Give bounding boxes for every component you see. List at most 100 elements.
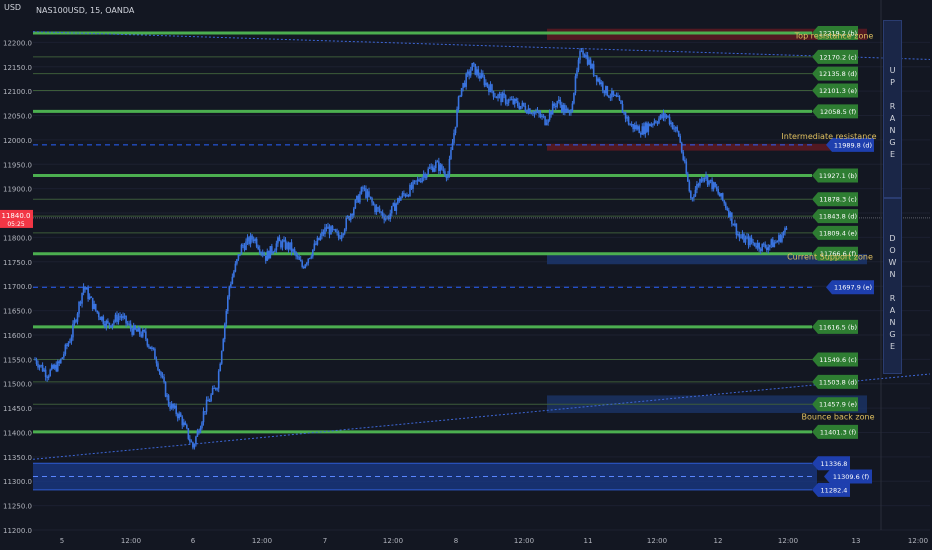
level-tag[interactable] xyxy=(812,168,858,183)
candle-body xyxy=(702,177,704,182)
level-tag[interactable] xyxy=(812,104,858,119)
candle-body xyxy=(677,131,680,136)
level-tag[interactable] xyxy=(812,482,850,497)
level-tag[interactable] xyxy=(812,225,858,240)
candle-body xyxy=(454,126,457,134)
candle-body xyxy=(501,93,504,103)
candle-body xyxy=(49,369,51,377)
candle-body xyxy=(72,323,74,338)
candle-body xyxy=(163,377,165,382)
candle-body xyxy=(762,243,765,245)
down-range-letter: N xyxy=(889,318,896,327)
candle-body xyxy=(190,441,193,443)
candle-body xyxy=(298,256,300,260)
level-tag[interactable] xyxy=(826,137,874,152)
candle-body xyxy=(756,242,759,248)
zone-annotation: Intermediate resistance xyxy=(781,132,876,141)
candle-body xyxy=(182,422,185,426)
candle-body xyxy=(444,171,446,176)
candle-body xyxy=(378,208,381,212)
candle-body xyxy=(172,403,174,408)
candle-body xyxy=(768,244,771,248)
candle-body xyxy=(313,243,316,250)
candle-body xyxy=(451,142,454,151)
candle-body xyxy=(538,110,540,114)
candle-body xyxy=(439,164,442,171)
candle-body xyxy=(170,403,173,409)
candle-body xyxy=(135,329,138,332)
candle-body xyxy=(280,241,282,248)
candle-body xyxy=(392,203,395,206)
candle-body xyxy=(324,227,326,235)
candle-body xyxy=(682,152,685,160)
candle-body xyxy=(633,125,636,130)
candle-body xyxy=(459,95,461,97)
candle-body xyxy=(397,198,399,204)
candle-body xyxy=(652,124,654,126)
candle-body xyxy=(192,442,194,448)
zone-annotation: Top resistance zone xyxy=(794,31,874,40)
level-tag[interactable] xyxy=(812,246,858,261)
level-tag[interactable] xyxy=(812,49,858,64)
candle-body xyxy=(205,399,208,412)
candle-body xyxy=(114,314,117,321)
candle-body xyxy=(529,108,531,114)
candle-body xyxy=(193,444,196,448)
level-tag[interactable] xyxy=(812,66,858,81)
candle-body xyxy=(765,247,768,251)
candle-body xyxy=(778,235,780,241)
symbol-title[interactable]: NAS100USD, 15, OANDA xyxy=(36,6,135,15)
candle-body xyxy=(573,92,575,104)
candle-body xyxy=(69,341,71,343)
candle-body xyxy=(709,179,712,181)
level-tag[interactable] xyxy=(812,424,858,439)
candle-body xyxy=(377,207,379,209)
level-tag[interactable] xyxy=(812,374,858,389)
level-tag[interactable] xyxy=(812,397,858,412)
candle-body xyxy=(447,174,449,178)
candle-body xyxy=(697,184,700,186)
level-tag[interactable] xyxy=(812,26,858,41)
candle-body xyxy=(711,179,713,190)
lower-trendline xyxy=(32,373,931,460)
candle-body xyxy=(453,133,455,143)
candle-body xyxy=(536,110,539,113)
x-tick-label: 12:00 xyxy=(383,537,403,545)
candle-body xyxy=(302,267,305,269)
down-range-letter: N xyxy=(889,270,896,279)
candle-body xyxy=(63,354,65,358)
y-tick-label: 11650.0 xyxy=(3,308,32,316)
level-tag[interactable] xyxy=(812,192,858,207)
candle-body xyxy=(740,237,742,239)
candle-body xyxy=(562,104,565,112)
level-tag[interactable] xyxy=(824,469,872,484)
zone-annotation: Current Support zone xyxy=(787,252,873,261)
level-tag[interactable] xyxy=(812,209,858,224)
level-tag[interactable] xyxy=(812,352,858,367)
candle-body xyxy=(781,235,783,242)
level-tag[interactable] xyxy=(812,456,850,471)
candle-body xyxy=(718,193,721,197)
candle-body xyxy=(189,438,191,442)
candle-body xyxy=(35,359,38,364)
candle-body xyxy=(746,236,748,238)
level-tag[interactable] xyxy=(812,83,858,98)
candle-body xyxy=(243,245,246,250)
y-tick-label: 11400.0 xyxy=(3,429,32,437)
candle-body xyxy=(88,296,91,300)
candle-body xyxy=(220,350,223,364)
candle-body xyxy=(60,358,62,364)
level-tag[interactable] xyxy=(812,319,858,334)
candle-body xyxy=(567,108,569,111)
down-range-letter: G xyxy=(889,330,896,339)
candle-body xyxy=(419,181,422,183)
candle-body xyxy=(362,187,364,189)
candle-body xyxy=(770,239,773,245)
candle-body xyxy=(330,226,332,235)
level-tag[interactable] xyxy=(826,280,874,295)
axis-unit: USD xyxy=(4,3,22,12)
candle-body xyxy=(47,376,50,379)
candle-body xyxy=(158,369,161,372)
level-tag-label: 11616.5 (b) xyxy=(819,323,857,331)
